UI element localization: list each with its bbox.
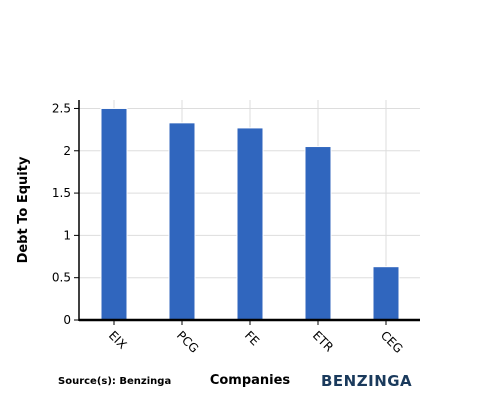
y-tick-label: 0	[63, 313, 71, 327]
bar-fe	[236, 127, 264, 321]
y-tick-label: 2.5	[52, 101, 71, 115]
y-tick-label: 1.5	[52, 186, 71, 200]
y-axis-title: Debt To Equity	[16, 156, 31, 263]
y-tick-label: 2	[63, 144, 71, 158]
y-tick-label: 1	[63, 228, 71, 242]
x-tick-label: PCG	[174, 328, 202, 356]
x-tick-label: CEG	[378, 328, 406, 356]
x-axis-title: Companies	[210, 373, 291, 388]
bar-etr	[304, 146, 332, 321]
source-note: Source(s): Benzinga	[58, 376, 171, 387]
x-tick-labels: EIX PCG FE ETR CEG	[106, 320, 406, 356]
bars	[100, 107, 400, 321]
y-tick-labels: 0 0.5 1 1.5 2 2.5	[52, 101, 79, 327]
bar-ceg	[372, 266, 400, 321]
y-tick-label: 0.5	[52, 271, 71, 285]
x-tick-label: ETR	[310, 328, 336, 354]
x-tick-label: EIX	[106, 328, 130, 352]
x-tick-label: FE	[242, 328, 262, 348]
bar-eix	[100, 107, 128, 321]
bar-pcg	[168, 122, 196, 321]
benzinga-logo: BENZINGA	[321, 372, 412, 390]
